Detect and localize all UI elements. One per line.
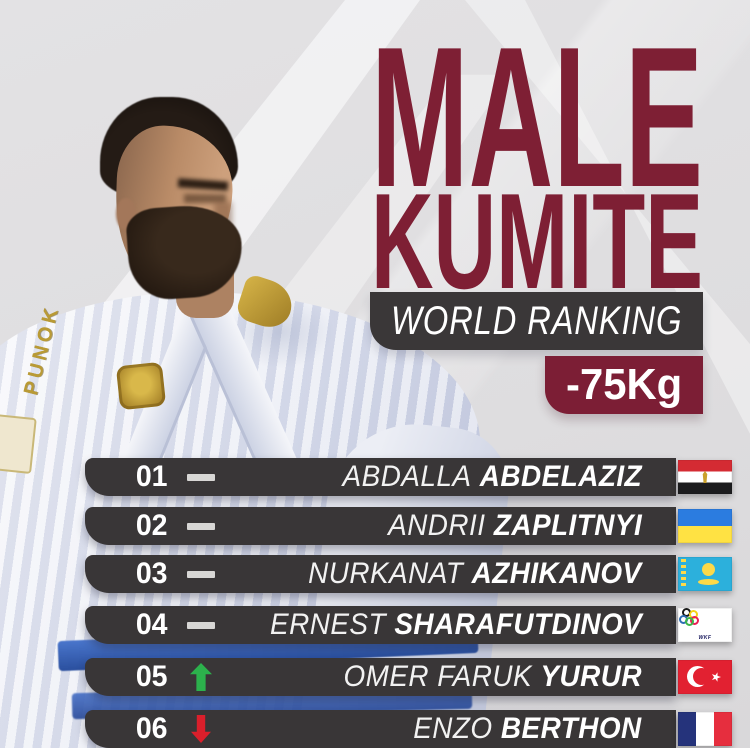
world-ranking-banner-label: WORLD RANKING — [390, 298, 683, 343]
kazakhstan-flag-icon — [678, 557, 732, 591]
athlete-name: ABDALLA ABDELAZIZ — [342, 460, 642, 494]
weight-class-badge: -75Kg — [545, 356, 703, 414]
rank-up-icon — [190, 663, 212, 691]
trend-indicator — [181, 710, 221, 748]
rank-number: 03 — [135, 557, 168, 590]
weight-class-label: -75Kg — [565, 360, 683, 409]
world-ranking-banner: WORLD RANKING — [370, 292, 703, 350]
athlete-name: NURKANAT AZHIKANOV — [308, 557, 642, 591]
turkey-star — [710, 671, 723, 684]
rank-number: 01 — [135, 460, 168, 493]
athlete-name: OMER FARUK YURUR — [343, 660, 642, 694]
first-name: OMER FARUK — [343, 660, 533, 693]
rank-number: 06 — [135, 712, 168, 745]
trend-indicator — [181, 458, 221, 496]
first-name: NURKANAT — [308, 557, 464, 590]
last-name: ABDELAZIZ — [479, 460, 642, 493]
title-line1-male: MALE — [371, 40, 703, 190]
rank-same-icon — [187, 522, 215, 530]
france-flag-icon — [678, 712, 732, 746]
egypt-flag-icon — [678, 460, 732, 494]
athlete-name: ERNEST SHARAFUTDINOV — [270, 608, 642, 642]
ukraine-flag-icon — [678, 509, 732, 543]
kazakhstan-eagle — [698, 579, 719, 585]
athlete-name: ANDRII ZAPLITNYI — [388, 509, 642, 543]
rank-same-icon — [187, 570, 215, 578]
last-name: YURUR — [540, 660, 642, 693]
turkey-flag-icon — [678, 660, 732, 694]
first-name: ABDALLA — [342, 460, 472, 493]
last-name: SHARAFUTDINOV — [394, 608, 642, 641]
ranking-row: 05 OMER FARUK YURUR — [85, 658, 732, 696]
ranking-row: 02 ANDRII ZAPLITNYI — [85, 507, 732, 545]
last-name: ZAPLITNYI — [493, 509, 642, 542]
ranking-row: 04 ERNEST SHARAFUTDINOV WKF — [85, 606, 732, 644]
first-name: ENZO — [413, 712, 493, 745]
first-name: ERNEST — [269, 608, 386, 641]
trend-indicator — [181, 507, 221, 545]
rank-number: 05 — [135, 660, 168, 693]
athlete-eye-shadow — [184, 194, 226, 203]
rank-number: 02 — [135, 509, 168, 542]
wkf-ring-green — [685, 617, 694, 626]
ranking-row: 01 ABDALLA ABDELAZIZ — [85, 458, 732, 496]
title-line1-text: MALE — [371, 40, 703, 190]
trend-indicator — [181, 555, 221, 593]
kazakhstan-sun — [702, 563, 715, 576]
egypt-eagle-emblem — [702, 471, 708, 483]
rank-down-icon — [191, 715, 211, 743]
kazakhstan-ornament — [681, 559, 686, 589]
trend-indicator — [181, 658, 221, 696]
title-line2-text: KUMITE — [371, 188, 703, 292]
first-name: ANDRII — [387, 509, 486, 542]
title-line2-kumite: KUMITE — [371, 188, 703, 292]
ranking-row: 06 ENZO BERTHON — [85, 710, 732, 748]
wkf-flag-icon: WKF — [678, 608, 732, 642]
trend-indicator — [181, 606, 221, 644]
gi-chest-logo-patch — [115, 361, 167, 411]
gi-side-label — [0, 413, 37, 475]
turkey-crescent-cut — [693, 668, 710, 685]
rank-number: 04 — [135, 608, 168, 641]
rank-same-icon — [187, 473, 215, 481]
last-name: BERTHON — [501, 712, 642, 745]
rank-same-icon — [187, 621, 215, 629]
last-name: AZHIKANOV — [471, 557, 642, 590]
wkf-label: WKF — [698, 635, 712, 641]
ranking-row: 03 NURKANAT AZHIKANOV — [85, 555, 732, 593]
athlete-name: ENZO BERTHON — [414, 712, 642, 746]
